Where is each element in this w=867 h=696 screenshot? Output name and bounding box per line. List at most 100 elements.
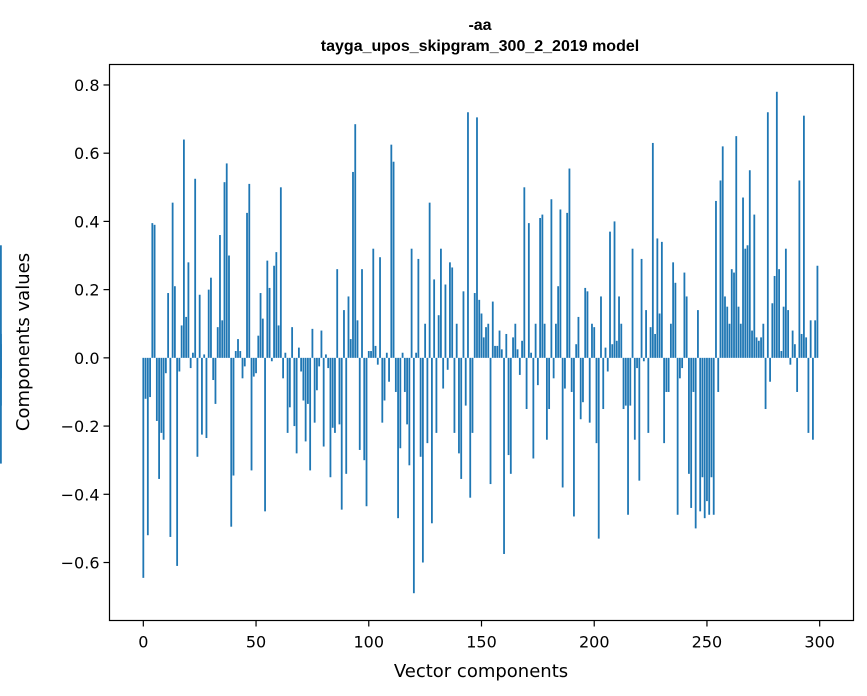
bar xyxy=(189,357,192,369)
bar xyxy=(352,171,354,358)
bar xyxy=(239,351,242,358)
bar xyxy=(383,357,386,401)
bar xyxy=(304,357,307,442)
bar xyxy=(302,357,305,401)
bar xyxy=(0,333,2,358)
bar xyxy=(277,325,280,358)
bar xyxy=(715,200,717,358)
bar xyxy=(701,357,704,478)
bar xyxy=(246,212,248,358)
bar xyxy=(615,340,618,358)
bars-group xyxy=(0,91,819,594)
bar xyxy=(514,323,517,358)
bar xyxy=(365,357,368,507)
bar xyxy=(178,357,181,372)
bar xyxy=(591,323,593,358)
bar xyxy=(500,349,503,358)
bar xyxy=(539,218,542,358)
x-axis-label: Vector components xyxy=(394,661,568,682)
bar xyxy=(241,357,244,379)
bar xyxy=(183,139,185,358)
bar xyxy=(243,357,246,367)
bar xyxy=(469,357,472,498)
bar xyxy=(214,357,217,404)
bar xyxy=(602,357,605,410)
bar xyxy=(564,357,566,389)
bar xyxy=(669,323,672,358)
bar xyxy=(318,357,321,367)
bar xyxy=(268,287,271,358)
bar xyxy=(814,320,817,358)
bar xyxy=(320,330,323,358)
bar xyxy=(507,357,510,456)
bar xyxy=(232,357,235,476)
bar xyxy=(642,357,645,362)
bar xyxy=(408,357,411,466)
bar xyxy=(266,260,269,358)
bar xyxy=(773,275,776,358)
bar xyxy=(559,209,562,358)
bar xyxy=(816,265,819,358)
bar xyxy=(327,357,330,369)
bar xyxy=(708,357,711,515)
x-tick-label: 100 xyxy=(353,633,384,652)
bar xyxy=(273,265,275,358)
bar xyxy=(237,339,239,358)
bar xyxy=(762,323,765,358)
bar xyxy=(595,357,598,444)
bar xyxy=(415,352,418,358)
bar xyxy=(142,357,145,578)
bar xyxy=(482,337,485,358)
bar xyxy=(593,327,596,358)
bar xyxy=(234,351,237,358)
bar xyxy=(683,272,686,358)
bar xyxy=(600,296,602,358)
bar xyxy=(228,255,230,358)
y-tick-label: 0.0 xyxy=(74,349,99,368)
bar xyxy=(523,187,526,358)
bar xyxy=(509,357,512,474)
bar xyxy=(356,320,359,358)
bar xyxy=(778,269,780,358)
bar xyxy=(295,357,298,454)
bar xyxy=(230,357,233,527)
bar xyxy=(173,286,176,358)
bar xyxy=(543,323,546,358)
y-tick-label: 0.6 xyxy=(74,144,99,163)
bar xyxy=(372,248,375,358)
bar xyxy=(586,291,589,358)
bar xyxy=(460,357,463,479)
bar xyxy=(171,202,174,358)
bar xyxy=(403,357,406,392)
bar xyxy=(679,357,681,379)
y-tick-label: 0.4 xyxy=(74,212,99,231)
bar xyxy=(426,357,429,444)
bar xyxy=(275,252,278,358)
bar xyxy=(471,357,474,433)
bar xyxy=(534,323,537,358)
bar xyxy=(210,277,212,358)
bar xyxy=(451,267,454,358)
bar xyxy=(478,299,481,358)
bar xyxy=(453,357,456,433)
bar xyxy=(521,340,523,358)
bar xyxy=(516,349,519,358)
bar xyxy=(300,357,303,372)
bar xyxy=(248,183,251,358)
bar xyxy=(442,357,445,389)
bar xyxy=(307,357,309,404)
bar xyxy=(647,357,650,433)
bar xyxy=(192,352,194,358)
bar xyxy=(570,357,573,392)
bar xyxy=(651,142,654,358)
x-tick-label: 150 xyxy=(466,633,497,652)
bar xyxy=(597,357,600,539)
bar xyxy=(690,357,693,508)
bar xyxy=(485,327,487,358)
bar xyxy=(733,272,735,358)
bar xyxy=(638,357,641,481)
bar xyxy=(311,328,314,358)
bar xyxy=(279,187,282,358)
bar xyxy=(255,357,257,374)
